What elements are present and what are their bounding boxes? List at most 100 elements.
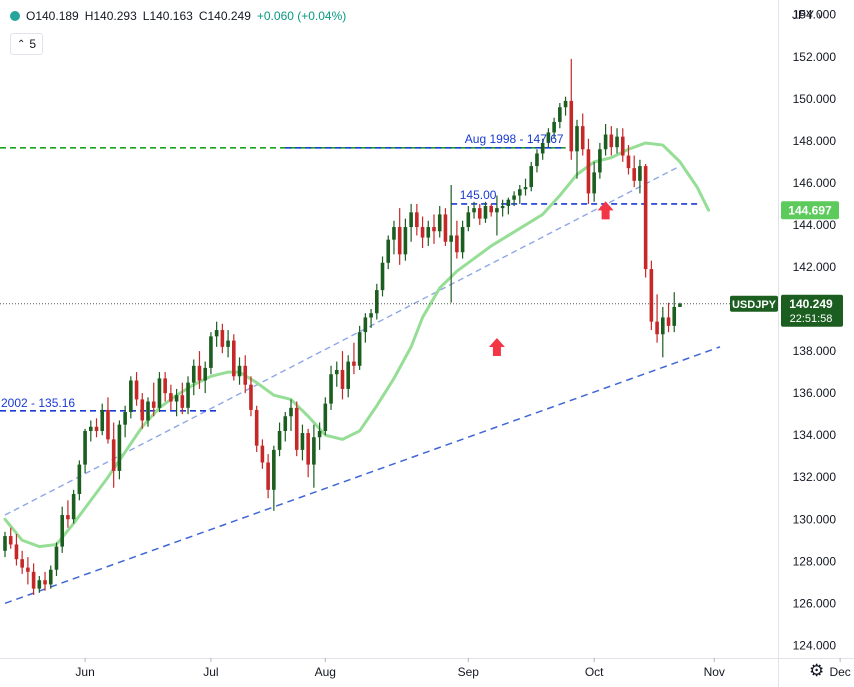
candle-body (260, 445, 265, 463)
currency-label: JPY (792, 8, 815, 22)
candle-body (546, 132, 551, 143)
sma-value-tag (781, 201, 839, 220)
candle-body (500, 206, 505, 209)
candle-body (31, 571, 36, 589)
candle-body (380, 262, 385, 291)
candle-body (655, 321, 659, 335)
candle-body (420, 227, 425, 238)
candle-body (226, 340, 230, 347)
candle-body (77, 464, 82, 495)
candle-body (477, 208, 482, 219)
level-2002-label: 2002 - 135.16 (1, 396, 75, 410)
candle-body (272, 449, 276, 490)
candle-body (455, 235, 459, 253)
candle-body (48, 569, 53, 585)
time-tick-label: Oct (585, 665, 604, 679)
candle-body (169, 393, 173, 402)
candle-body (37, 580, 42, 589)
candle-body (586, 149, 591, 194)
candle-body (563, 100, 568, 108)
price-tick-label: 132.000 (793, 470, 837, 484)
symbol-tag (730, 295, 778, 312)
candle-body (180, 395, 185, 408)
last-price-text: 140.249 (789, 297, 833, 311)
candle-body (340, 369, 345, 389)
candle-body (83, 430, 87, 465)
price-tick-label: 150.000 (793, 92, 837, 106)
price-tick-label: 138.000 (793, 344, 837, 358)
price-tick-label: 154.000 (793, 8, 837, 22)
candle-body (220, 330, 225, 347)
candle-body (460, 227, 465, 253)
candle-body (649, 269, 654, 322)
candle-body (266, 462, 270, 490)
price-tick-label: 124.000 (793, 638, 837, 652)
ohlc-open: O140.189 (26, 9, 79, 23)
candle-body (317, 430, 322, 438)
candle-body (392, 227, 396, 240)
candle-body (277, 430, 282, 450)
candle-body (89, 426, 93, 431)
candle-body (386, 239, 391, 263)
candle-body (334, 369, 339, 375)
candle-body (191, 365, 196, 383)
candle-body (375, 290, 379, 314)
candle-body (632, 168, 636, 181)
candle-body (615, 136, 619, 148)
candle-body (437, 214, 442, 232)
candle-body (369, 313, 373, 318)
candle-body (20, 559, 24, 568)
level-1998-label: Aug 1998 - 147.67 (465, 132, 564, 146)
lower-trend-line (4, 346, 721, 605)
candle-body (603, 134, 608, 150)
candle-body (558, 107, 562, 122)
candle-body (403, 227, 408, 255)
candle-body (626, 155, 631, 169)
candle-body (580, 126, 585, 150)
ohlc-low: L140.163 (142, 9, 193, 23)
symbol-text: USDJPY (732, 299, 777, 311)
candle-body (106, 409, 110, 440)
candle-body (432, 227, 436, 232)
candle-body (518, 189, 522, 196)
candle-body (232, 340, 236, 377)
candle-body (609, 134, 614, 148)
candle-body (134, 380, 139, 400)
price-tick-label: 144.000 (793, 218, 837, 232)
candle-body (186, 382, 190, 408)
candle-body (3, 536, 7, 551)
time-tick-label: Sep (458, 665, 480, 679)
candle-body (312, 437, 316, 465)
interval-selector[interactable]: ⌃ 5 (10, 33, 43, 55)
candle-body (294, 407, 299, 450)
price-tick-label: 142.000 (793, 260, 837, 274)
countdown-text: 22:51:58 (790, 313, 833, 325)
candle-body (111, 439, 116, 471)
price-tick-label: 128.000 (793, 554, 837, 568)
price-tick-label: 126.000 (793, 596, 837, 610)
candle-body (426, 227, 431, 238)
gear-icon[interactable]: ⚙ (809, 661, 825, 680)
currency-selector[interactable]: JPY ∨ (792, 8, 824, 22)
candle-body (14, 544, 19, 560)
plot-layer: 2002 - 135.16 Aug 1998 - 147.67 145.00 (0, 58, 778, 605)
last-price-tag (781, 294, 843, 327)
candle-body (300, 433, 305, 450)
candle-body (529, 166, 534, 188)
candle-body (60, 515, 64, 547)
candle-body (535, 153, 539, 167)
price-tick-label: 136.000 (793, 386, 837, 400)
candle-body (575, 126, 579, 152)
price-tick-label: 130.000 (793, 512, 837, 526)
chevron-up-icon: ⌃ (16, 38, 26, 50)
candle-body (552, 121, 556, 133)
sma-value-text: 144.697 (788, 203, 832, 217)
candle-body (289, 407, 293, 417)
candle-body (66, 515, 70, 520)
candle-body (592, 172, 596, 194)
chevron-down-icon: ∨ (817, 9, 824, 20)
candle-body (352, 361, 356, 366)
up-arrow-icon (488, 338, 505, 357)
